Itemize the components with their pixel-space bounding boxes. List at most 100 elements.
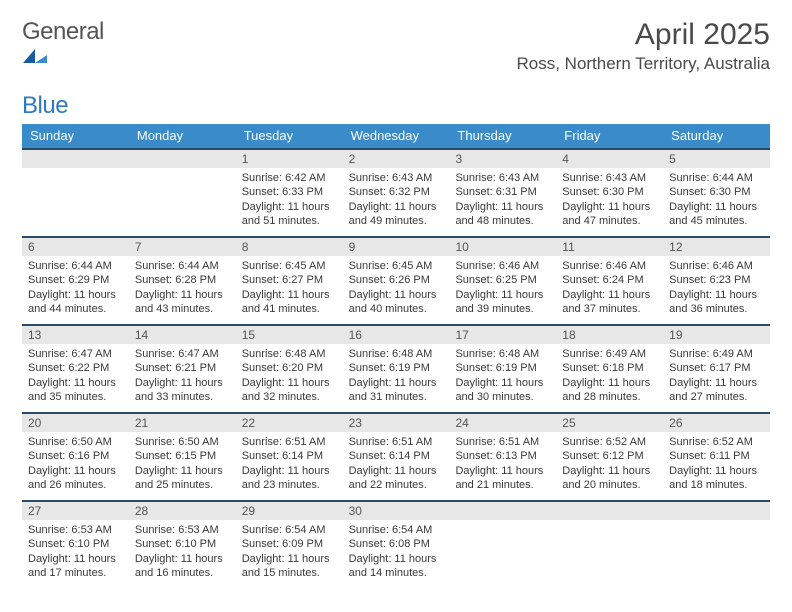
sunrise-line: Sunrise: 6:44 AM [28, 259, 123, 273]
day-cell-30: 30Sunrise: 6:54 AMSunset: 6:08 PMDayligh… [343, 502, 450, 588]
sunrise-line: Sunrise: 6:53 AM [28, 523, 123, 537]
sunrise-line: Sunrise: 6:46 AM [669, 259, 764, 273]
day-body [129, 168, 236, 230]
sunrise-line: Sunrise: 6:51 AM [349, 435, 444, 449]
day-number-bar: 30 [343, 502, 450, 520]
brand-word1: General [22, 18, 104, 45]
weekday-header-row: SundayMondayTuesdayWednesdayThursdayFrid… [22, 124, 770, 148]
day-cell-4: 4Sunrise: 6:43 AMSunset: 6:30 PMDaylight… [556, 150, 663, 236]
daylight-line: Daylight: 11 hours and 43 minutes. [135, 288, 230, 317]
day-cell-10: 10Sunrise: 6:46 AMSunset: 6:25 PMDayligh… [449, 238, 556, 324]
day-cell-3: 3Sunrise: 6:43 AMSunset: 6:31 PMDaylight… [449, 150, 556, 236]
day-body: Sunrise: 6:42 AMSunset: 6:33 PMDaylight:… [236, 168, 343, 232]
day-cell-20: 20Sunrise: 6:50 AMSunset: 6:16 PMDayligh… [22, 414, 129, 500]
sunrise-line: Sunrise: 6:44 AM [669, 171, 764, 185]
day-number-bar: 10 [449, 238, 556, 256]
day-body: Sunrise: 6:44 AMSunset: 6:30 PMDaylight:… [663, 168, 770, 232]
day-body: Sunrise: 6:48 AMSunset: 6:19 PMDaylight:… [449, 344, 556, 408]
day-number-bar: 11 [556, 238, 663, 256]
brand-logo-icon [22, 46, 104, 64]
day-body: Sunrise: 6:43 AMSunset: 6:32 PMDaylight:… [343, 168, 450, 232]
sunset-line: Sunset: 6:29 PM [28, 273, 123, 287]
day-number-bar: 7 [129, 238, 236, 256]
sunrise-line: Sunrise: 6:49 AM [562, 347, 657, 361]
day-number-bar: 16 [343, 326, 450, 344]
sunset-line: Sunset: 6:27 PM [242, 273, 337, 287]
sunset-line: Sunset: 6:14 PM [242, 449, 337, 463]
day-number-bar: 6 [22, 238, 129, 256]
week-row: 6Sunrise: 6:44 AMSunset: 6:29 PMDaylight… [22, 236, 770, 324]
daylight-line: Daylight: 11 hours and 37 minutes. [562, 288, 657, 317]
sunset-line: Sunset: 6:11 PM [669, 449, 764, 463]
day-body: Sunrise: 6:51 AMSunset: 6:14 PMDaylight:… [236, 432, 343, 496]
sunset-line: Sunset: 6:33 PM [242, 185, 337, 199]
day-body: Sunrise: 6:51 AMSunset: 6:14 PMDaylight:… [343, 432, 450, 496]
daylight-line: Daylight: 11 hours and 14 minutes. [349, 552, 444, 581]
sunrise-line: Sunrise: 6:50 AM [28, 435, 123, 449]
sunset-line: Sunset: 6:10 PM [135, 537, 230, 551]
week-row: 27Sunrise: 6:53 AMSunset: 6:10 PMDayligh… [22, 500, 770, 588]
day-cell-empty [129, 150, 236, 236]
day-body: Sunrise: 6:51 AMSunset: 6:13 PMDaylight:… [449, 432, 556, 496]
daylight-line: Daylight: 11 hours and 21 minutes. [455, 464, 550, 493]
day-body: Sunrise: 6:47 AMSunset: 6:21 PMDaylight:… [129, 344, 236, 408]
day-cell-8: 8Sunrise: 6:45 AMSunset: 6:27 PMDaylight… [236, 238, 343, 324]
day-number-bar: 18 [556, 326, 663, 344]
day-number-bar: 23 [343, 414, 450, 432]
sunrise-line: Sunrise: 6:46 AM [562, 259, 657, 273]
sunset-line: Sunset: 6:26 PM [349, 273, 444, 287]
sunrise-line: Sunrise: 6:53 AM [135, 523, 230, 537]
weekday-header-friday: Friday [556, 124, 663, 148]
sunset-line: Sunset: 6:30 PM [669, 185, 764, 199]
day-cell-7: 7Sunrise: 6:44 AMSunset: 6:28 PMDaylight… [129, 238, 236, 324]
sunset-line: Sunset: 6:17 PM [669, 361, 764, 375]
day-number-bar: 14 [129, 326, 236, 344]
day-cell-16: 16Sunrise: 6:48 AMSunset: 6:19 PMDayligh… [343, 326, 450, 412]
sunset-line: Sunset: 6:23 PM [669, 273, 764, 287]
sunrise-line: Sunrise: 6:47 AM [28, 347, 123, 361]
weekday-header-sunday: Sunday [22, 124, 129, 148]
sunset-line: Sunset: 6:16 PM [28, 449, 123, 463]
sunset-line: Sunset: 6:30 PM [562, 185, 657, 199]
daylight-line: Daylight: 11 hours and 17 minutes. [28, 552, 123, 581]
sunset-line: Sunset: 6:19 PM [455, 361, 550, 375]
daylight-line: Daylight: 11 hours and 22 minutes. [349, 464, 444, 493]
day-number-bar: 24 [449, 414, 556, 432]
day-cell-23: 23Sunrise: 6:51 AMSunset: 6:14 PMDayligh… [343, 414, 450, 500]
day-body [449, 520, 556, 582]
location-text: Ross, Northern Territory, Australia [516, 54, 770, 74]
daylight-line: Daylight: 11 hours and 47 minutes. [562, 200, 657, 229]
day-cell-15: 15Sunrise: 6:48 AMSunset: 6:20 PMDayligh… [236, 326, 343, 412]
brand-word2: Blue [22, 92, 68, 119]
day-body: Sunrise: 6:54 AMSunset: 6:09 PMDaylight:… [236, 520, 343, 584]
sunrise-line: Sunrise: 6:44 AM [135, 259, 230, 273]
daylight-line: Daylight: 11 hours and 16 minutes. [135, 552, 230, 581]
sunrise-line: Sunrise: 6:42 AM [242, 171, 337, 185]
day-cell-empty [556, 502, 663, 588]
day-body: Sunrise: 6:43 AMSunset: 6:31 PMDaylight:… [449, 168, 556, 232]
day-cell-empty [449, 502, 556, 588]
day-number-bar: 28 [129, 502, 236, 520]
day-number-bar [129, 150, 236, 168]
day-body: Sunrise: 6:49 AMSunset: 6:17 PMDaylight:… [663, 344, 770, 408]
day-body: Sunrise: 6:46 AMSunset: 6:24 PMDaylight:… [556, 256, 663, 320]
sunrise-line: Sunrise: 6:46 AM [455, 259, 550, 273]
daylight-line: Daylight: 11 hours and 48 minutes. [455, 200, 550, 229]
sunrise-line: Sunrise: 6:48 AM [455, 347, 550, 361]
sunrise-line: Sunrise: 6:54 AM [242, 523, 337, 537]
sunrise-line: Sunrise: 6:49 AM [669, 347, 764, 361]
day-cell-25: 25Sunrise: 6:52 AMSunset: 6:12 PMDayligh… [556, 414, 663, 500]
daylight-line: Daylight: 11 hours and 18 minutes. [669, 464, 764, 493]
title-block: April 2025 Ross, Northern Territory, Aus… [516, 18, 770, 80]
day-body [663, 520, 770, 582]
day-body: Sunrise: 6:52 AMSunset: 6:12 PMDaylight:… [556, 432, 663, 496]
sunset-line: Sunset: 6:12 PM [562, 449, 657, 463]
week-row: 13Sunrise: 6:47 AMSunset: 6:22 PMDayligh… [22, 324, 770, 412]
daylight-line: Daylight: 11 hours and 39 minutes. [455, 288, 550, 317]
sunset-line: Sunset: 6:24 PM [562, 273, 657, 287]
daylight-line: Daylight: 11 hours and 28 minutes. [562, 376, 657, 405]
sunset-line: Sunset: 6:19 PM [349, 361, 444, 375]
calendar: SundayMondayTuesdayWednesdayThursdayFrid… [22, 124, 770, 588]
day-cell-empty [22, 150, 129, 236]
sunset-line: Sunset: 6:32 PM [349, 185, 444, 199]
